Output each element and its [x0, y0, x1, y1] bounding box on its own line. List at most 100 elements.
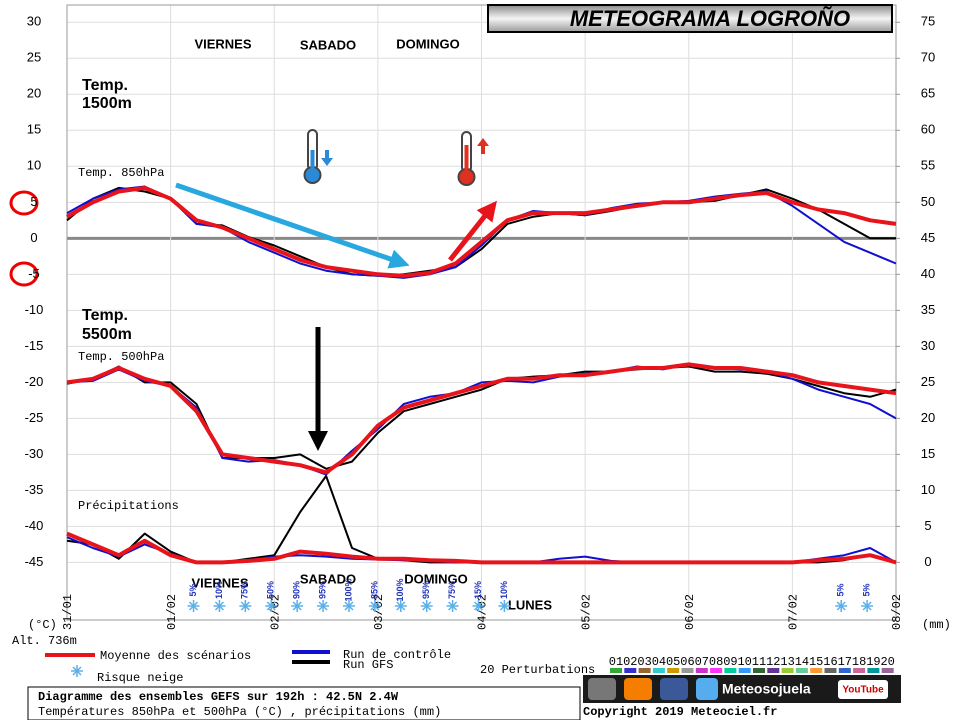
- perturbation-number: 10: [737, 655, 751, 669]
- snow-icon: [835, 600, 848, 612]
- level-label: Temp.: [82, 77, 128, 94]
- thermometer-cold-icon: [303, 129, 333, 184]
- snow-icon: [861, 600, 874, 612]
- y2-tick-label: 30: [921, 338, 935, 353]
- snow-icon-stroke: [240, 601, 250, 611]
- snow-risk-label: 15%: [473, 581, 483, 599]
- snow-icon: [368, 600, 381, 612]
- perturbation-swatch: [667, 668, 680, 673]
- perturbation-number: 19: [866, 655, 880, 669]
- snow-icon-stroke: [836, 601, 846, 611]
- y2-tick-label: 40: [921, 266, 935, 281]
- y2-tick-label: 10: [921, 482, 935, 497]
- social-name: Meteosojuela: [722, 681, 811, 697]
- y2-tick-label: 50: [921, 194, 935, 209]
- social-icon: [624, 678, 652, 700]
- perturbation-label: 20 Perturbations: [480, 663, 595, 677]
- day-label: DOMINGO: [396, 36, 460, 51]
- snow-risk-label: 50%: [266, 581, 276, 599]
- annotation-arrow: [175, 182, 410, 269]
- x-tick-label: 31/01: [61, 594, 75, 630]
- y2-tick-label: 70: [921, 50, 935, 65]
- snow-icon-stroke: [448, 601, 458, 611]
- y2-tick-label: 5: [924, 518, 931, 533]
- perturbation-number: 09: [723, 655, 737, 669]
- legend-label: Run de contrôle: [343, 648, 451, 662]
- y2-tick-label: 45: [921, 230, 935, 245]
- y-tick-label: -35: [25, 482, 44, 497]
- day-label: LUNES: [508, 597, 552, 612]
- perturbation-swatch: [738, 668, 751, 673]
- perturbation-swatch: [710, 668, 723, 673]
- snow-icon-stroke: [318, 601, 328, 611]
- y2-tick-label: 55: [921, 158, 935, 173]
- snow-risk-label: 90%: [292, 581, 302, 599]
- snow-risk-label: 75%: [447, 581, 457, 599]
- day-label: SABADO: [300, 37, 356, 52]
- precip-line: [66, 531, 897, 565]
- snow-icon: [472, 600, 485, 612]
- panel-label: Précipitations: [78, 499, 179, 513]
- snow-risk-label: 5%: [861, 583, 871, 596]
- youtube-label: YouTube: [842, 685, 884, 696]
- perturbation-number: 07: [695, 655, 709, 669]
- perturbation-number: 17: [838, 655, 852, 669]
- snow-risk-label: 100%: [395, 578, 405, 601]
- perturbation-swatch: [724, 668, 737, 673]
- t500-line: [66, 362, 897, 475]
- unit-label: (mm): [922, 618, 951, 632]
- perturbation-swatch: [767, 668, 780, 673]
- perturbation-swatch: [652, 668, 665, 673]
- t850-line: [66, 185, 897, 278]
- footer-box: [27, 686, 581, 720]
- y-tick-label: 20: [27, 86, 41, 101]
- snow-risk-label: 95%: [317, 581, 327, 599]
- y-tick-label: -40: [25, 518, 44, 533]
- y2-tick-label: 60: [921, 122, 935, 137]
- perturbation-legend: 01 02 03 04 05 06 07 08 09 10 11 12 13 14 15 16 17 18 19 20: [609, 655, 895, 673]
- y-tick-label: 0: [30, 230, 37, 245]
- snow-icon: [342, 600, 355, 612]
- day-label: DOMINGO: [404, 571, 468, 586]
- snow-icon-stroke: [396, 601, 406, 611]
- perturbation-number: 12: [766, 655, 780, 669]
- perturbation-number: 18: [852, 655, 866, 669]
- perturbation-swatch: [795, 668, 808, 673]
- perturbation-swatch: [781, 668, 794, 673]
- snow-legend-icon: [71, 665, 83, 677]
- highlight-circle: [9, 261, 39, 287]
- y2-tick-label: 15: [921, 446, 935, 461]
- perturbation-number: 16: [823, 655, 837, 669]
- marks: [66, 185, 897, 565]
- perturbation-swatch: [881, 668, 894, 673]
- perturbation-swatch: [867, 668, 880, 673]
- snow-legend-label: Risque neige: [97, 671, 183, 685]
- day-label: VIERNES: [194, 36, 251, 51]
- perturbation-number: 08: [709, 655, 723, 669]
- perturbation-number: 11: [752, 655, 766, 669]
- perturbation-swatch: [838, 668, 851, 673]
- snow-icon-stroke: [499, 601, 509, 611]
- perturbation-swatch: [638, 668, 651, 673]
- y-tick-label: -25: [25, 410, 44, 425]
- x-tick-label: 06/02: [683, 594, 697, 630]
- perturbation-number: 04: [652, 655, 666, 669]
- y2-tick-label: 65: [921, 86, 935, 101]
- perturbation-number: 05: [666, 655, 680, 669]
- perturbation-number: 13: [780, 655, 794, 669]
- y-tick-label: 10: [27, 158, 41, 173]
- legend-label: Run GFS: [343, 658, 393, 672]
- snow-icon-stroke: [370, 601, 380, 611]
- day-label: VIERNES: [191, 575, 248, 590]
- perturbation-swatch: [853, 668, 866, 673]
- perturbation-swatch: [695, 668, 708, 673]
- legend: Moyenne des scénarios Run de contrôleRun …: [45, 648, 451, 672]
- x-tick-label: 07/02: [787, 594, 801, 630]
- footer-subtitle: Températures 850hPa et 500hPa (°C) , pré…: [38, 705, 441, 719]
- snow-risk-label: 75%: [240, 581, 250, 599]
- social-icon: [588, 678, 616, 700]
- footer-title: Diagramme des ensembles GEFS sur 192h : …: [38, 690, 399, 704]
- snow-risk-label: 5%: [836, 583, 846, 596]
- y-tick-label: -10: [25, 302, 44, 317]
